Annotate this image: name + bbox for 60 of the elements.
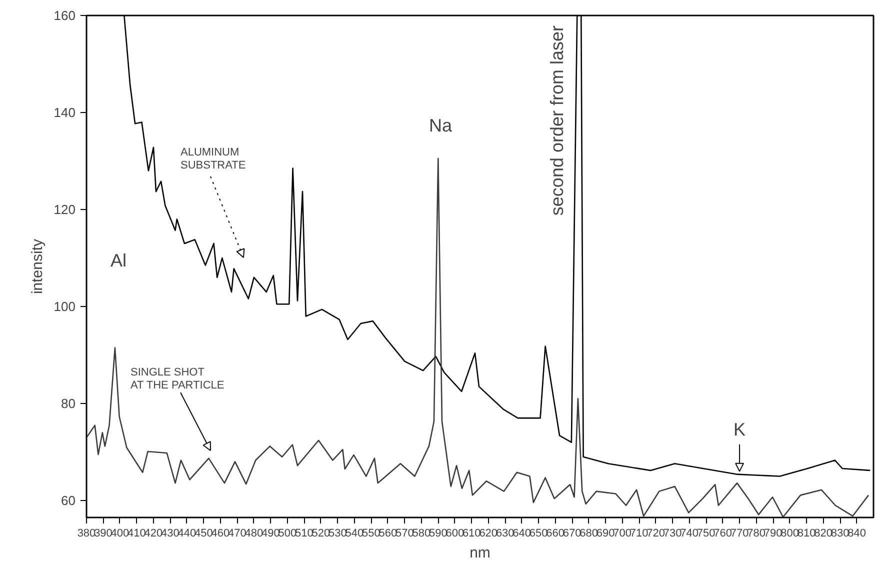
x-tick-label: 540 — [345, 528, 364, 540]
annotation: Al — [110, 250, 127, 270]
x-tick-label: 780 — [747, 528, 766, 540]
x-tick-label: 530 — [328, 528, 347, 540]
x-tick-label: 840 — [848, 528, 866, 540]
x-tick-label: 730 — [663, 528, 682, 540]
x-tick-label: 760 — [714, 528, 732, 540]
y-tick-label: 120 — [54, 202, 76, 218]
y-tick-label: 60 — [61, 493, 76, 508]
x-tick-label: 490 — [262, 528, 280, 540]
annotation: second order from laser — [547, 25, 568, 216]
line-series — [86, 158, 870, 518]
x-tick-label: 660 — [546, 528, 565, 540]
x-tick-label: 450 — [194, 528, 213, 540]
x-tick-label: 570 — [395, 528, 414, 540]
y-tick-label: 140 — [54, 105, 76, 120]
x-tick-label: 630 — [496, 528, 514, 540]
x-tick-label: 640 — [512, 528, 532, 540]
x-tick-label: 560 — [378, 528, 398, 540]
x-tick-label: 420 — [144, 528, 163, 540]
x-tick-label: 670 — [562, 528, 582, 540]
annotation: Na — [428, 116, 453, 136]
x-tick-label: 810 — [797, 528, 816, 540]
x-tick-label: 750 — [696, 528, 716, 540]
x-tick-label: 580 — [412, 528, 431, 540]
annotation: SINGLE SHOT AT THE PARTICLE — [130, 366, 224, 392]
x-tick-label: 410 — [128, 528, 146, 540]
x-tick-label: 520 — [312, 528, 330, 540]
x-tick-label: 770 — [730, 528, 749, 540]
annotation: K — [734, 419, 746, 440]
x-tick-label: 380 — [77, 528, 96, 540]
x-tick-label: 430 — [161, 528, 180, 540]
x-tick-label: 600 — [446, 528, 464, 540]
x-tick-label: 690 — [596, 528, 615, 540]
x-tick-label: 400 — [110, 528, 130, 540]
x-tick-label: 680 — [580, 528, 598, 540]
x-tick-label: 650 — [529, 528, 548, 540]
x-tick-label: 740 — [680, 528, 698, 540]
x-tick-label: 710 — [630, 528, 648, 540]
y-tick-label: 160 — [54, 8, 76, 23]
x-tick-label: 800 — [780, 528, 799, 540]
x-tick-label: 470 — [228, 528, 246, 540]
x-tick-label: 700 — [613, 528, 632, 540]
y-axis-title: intensity — [28, 238, 46, 294]
x-axis-title: nm — [470, 544, 490, 562]
y-tick-label: 100 — [54, 299, 76, 314]
x-tick-label: 440 — [178, 528, 196, 540]
y-tick-label: 80 — [61, 396, 76, 412]
x-tick-label: 550 — [362, 528, 380, 540]
x-tick-label: 510 — [295, 528, 314, 540]
x-tick-label: 790 — [764, 528, 782, 540]
x-tick-label: 390 — [94, 528, 112, 540]
x-tick-label: 620 — [479, 528, 498, 540]
x-tick-label: 830 — [830, 528, 850, 540]
x-tick-label: 720 — [646, 528, 665, 540]
annotation: ALUMINUM SUBSTRATE — [180, 146, 246, 172]
x-tick-label: 460 — [211, 528, 230, 540]
x-tick-label: 500 — [278, 528, 297, 540]
x-tick-label: 480 — [244, 528, 264, 540]
x-tick-label: 820 — [814, 528, 832, 540]
